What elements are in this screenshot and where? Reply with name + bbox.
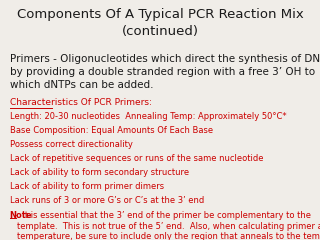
Text: Lack of ability to form primer dimers: Lack of ability to form primer dimers <box>10 182 164 191</box>
Text: Primers - Oligonucleotides which direct the synthesis of DNA
by providing a doub: Primers - Oligonucleotides which direct … <box>10 54 320 90</box>
Text: Length: 20-30 nucleotides  Annealing Temp: Approximately 50°C*: Length: 20-30 nucleotides Annealing Temp… <box>10 112 286 121</box>
Text: Components Of A Typical PCR Reaction Mix
(continued): Components Of A Typical PCR Reaction Mix… <box>17 8 303 38</box>
Text: Note: Note <box>10 211 32 220</box>
Text: Base Composition: Equal Amounts Of Each Base: Base Composition: Equal Amounts Of Each … <box>10 126 213 135</box>
Text: Characteristics Of PCR Primers:: Characteristics Of PCR Primers: <box>10 98 151 108</box>
Text: Possess correct directionality: Possess correct directionality <box>10 140 132 149</box>
Text: : It is essential that the 3’ end of the primer be complementary to the
template: : It is essential that the 3’ end of the… <box>17 211 320 240</box>
Text: Lack runs of 3 or more G’s or C’s at the 3’ end: Lack runs of 3 or more G’s or C’s at the… <box>10 196 204 205</box>
Text: Lack of repetitive sequences or runs of the same nucleotide: Lack of repetitive sequences or runs of … <box>10 154 263 163</box>
Text: Lack of ability to form secondary structure: Lack of ability to form secondary struct… <box>10 168 189 177</box>
